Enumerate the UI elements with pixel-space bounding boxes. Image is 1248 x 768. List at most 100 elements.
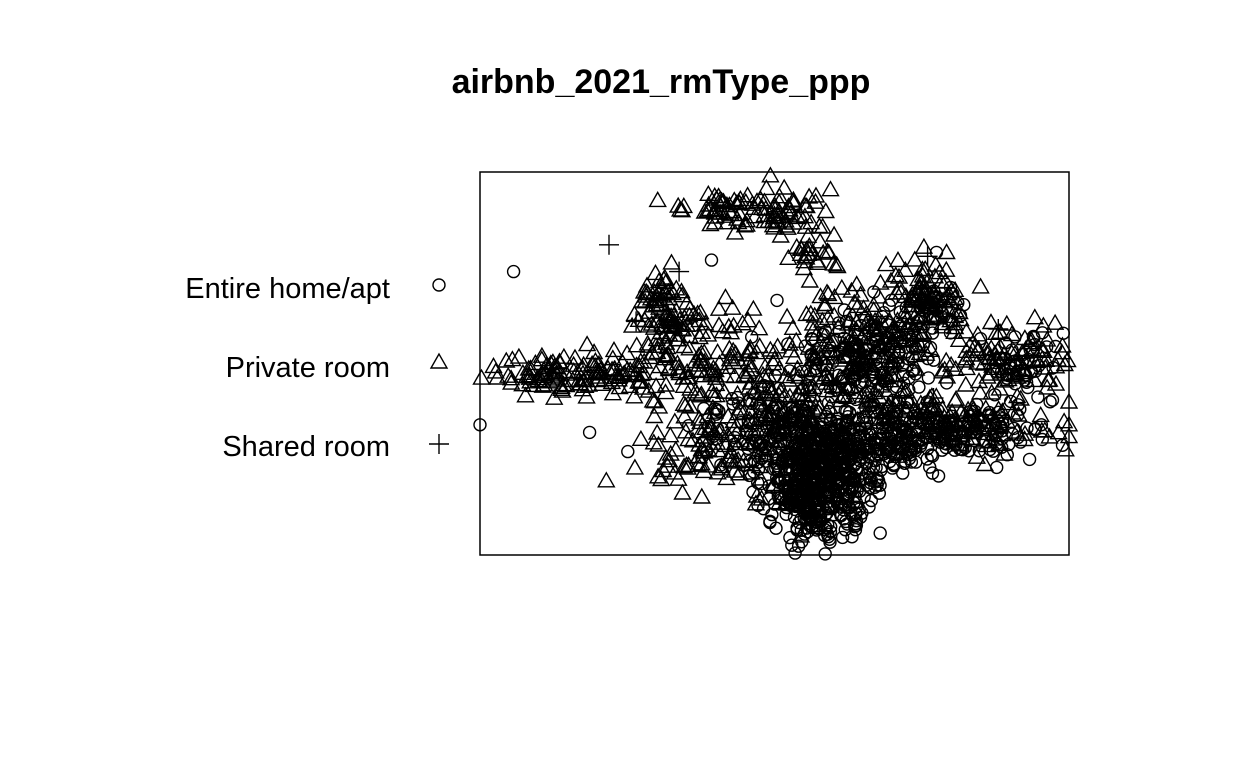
triangle-point (648, 342, 667, 360)
plus-point (988, 319, 1009, 339)
triangle-point (764, 208, 784, 225)
triangle-point (686, 360, 706, 377)
triangle-point (803, 314, 823, 331)
legend-marker-triangle (429, 352, 449, 369)
triangle-point (929, 305, 948, 322)
triangle-point (672, 282, 691, 299)
triangle-point (659, 345, 678, 362)
triangle-point (907, 412, 926, 429)
triangle-point (845, 363, 865, 380)
circle-point (849, 507, 863, 521)
triangle-point (618, 360, 637, 377)
triangle-point (845, 329, 864, 346)
triangle-point (557, 376, 576, 393)
triangle-point (516, 386, 535, 403)
triangle-point (945, 280, 965, 297)
triangle-point (815, 326, 834, 343)
triangle-point (692, 344, 711, 361)
triangle-point (930, 430, 950, 447)
circle-point (801, 379, 815, 393)
triangle-point (649, 272, 669, 289)
circle-point (821, 530, 835, 544)
triangle-point (670, 364, 689, 381)
triangle-point (486, 362, 505, 379)
triangle-point (950, 303, 969, 320)
triangle-point (803, 488, 822, 505)
circle-point (506, 264, 521, 279)
plus-point (923, 388, 944, 408)
triangle-point (774, 178, 794, 195)
circle-point (845, 530, 859, 544)
triangle-point (800, 416, 819, 433)
triangle-point (1025, 308, 1045, 325)
triangle-point (919, 292, 939, 309)
triangle-point (892, 382, 911, 399)
circle-point (905, 350, 920, 364)
legend-label-entire-home: Entire home/apt (185, 273, 390, 305)
triangle-point (716, 288, 735, 305)
triangle-point (906, 345, 926, 363)
triangle-point (830, 367, 850, 385)
plus-point (776, 430, 797, 451)
triangle-point (798, 226, 818, 243)
triangle-point (550, 353, 569, 370)
triangle-point (702, 381, 722, 398)
triangle-point (636, 282, 656, 299)
triangle-point (764, 395, 783, 412)
plus-point (669, 261, 690, 282)
triangle-point (689, 447, 708, 464)
triangle-point (937, 243, 956, 260)
triangle-point (886, 266, 906, 283)
triangle-point (503, 350, 522, 367)
triangle-point (1011, 389, 1031, 406)
triangle-point (669, 358, 688, 375)
circle-point (582, 425, 597, 440)
triangle-point (536, 363, 556, 380)
triangle-point (696, 427, 715, 444)
triangle-point (649, 435, 668, 452)
triangle-point (1058, 351, 1077, 368)
circle-point (849, 461, 863, 476)
circle-point (829, 441, 843, 455)
triangle-point (996, 359, 1015, 376)
triangle-point (1008, 367, 1027, 384)
triangle-point (735, 365, 754, 382)
triangle-point (1037, 330, 1057, 347)
triangle-point (901, 436, 920, 453)
triangle-point (715, 382, 734, 399)
triangle-point (970, 409, 989, 426)
triangle-point (746, 494, 766, 511)
chart-title: airbnb_2021_rmType_ppp (452, 63, 871, 101)
triangle-point (631, 429, 651, 446)
circle-point (1031, 390, 1045, 404)
triangle-point (907, 290, 926, 307)
triangle-point (1007, 387, 1027, 404)
triangle-point (696, 418, 715, 435)
series-plus (599, 234, 1009, 451)
circle-point (839, 491, 854, 506)
triangle-point (791, 438, 811, 455)
triangle-point (957, 349, 976, 366)
triangle-point (871, 273, 890, 290)
triangle-point (603, 384, 623, 401)
triangle-point (811, 287, 830, 304)
triangle-point (1032, 349, 1052, 366)
triangle-point (627, 356, 646, 373)
triangle-point (647, 423, 667, 440)
circle-point (818, 547, 832, 561)
triangle-point (993, 402, 1012, 419)
triangle-point (815, 297, 835, 314)
triangle-point (791, 478, 811, 495)
triangle-point (630, 357, 649, 374)
triangle-point (810, 398, 829, 415)
triangle-point (649, 397, 669, 414)
triangle-point (816, 202, 836, 219)
triangle-point (786, 411, 806, 428)
triangle-point (805, 350, 825, 367)
triangle-point (680, 339, 699, 356)
triangle-point (675, 407, 694, 424)
triangle-point (933, 301, 953, 318)
triangle-point (1007, 422, 1027, 439)
triangle-point (771, 469, 791, 486)
